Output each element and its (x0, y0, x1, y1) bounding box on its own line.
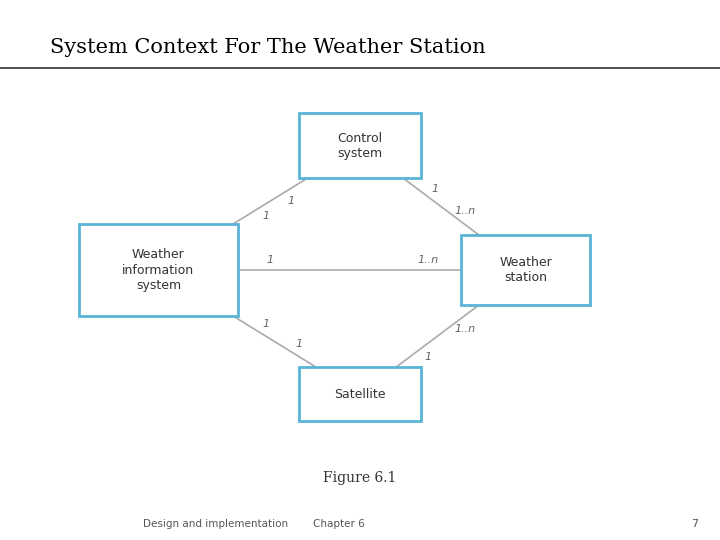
Text: 1..n: 1..n (454, 324, 476, 334)
Text: 1..n: 1..n (454, 206, 476, 216)
Text: System Context For The Weather Station: System Context For The Weather Station (50, 38, 486, 57)
FancyBboxPatch shape (79, 224, 238, 316)
Text: 1: 1 (425, 352, 431, 362)
Text: 7: 7 (691, 519, 698, 529)
Text: Figure 6.1: Figure 6.1 (323, 471, 397, 485)
Text: 1: 1 (266, 255, 274, 265)
Text: 1: 1 (296, 339, 303, 349)
Text: Design and implementation: Design and implementation (143, 519, 289, 529)
Text: Weather
station: Weather station (499, 256, 552, 284)
Text: Control
system: Control system (338, 132, 382, 160)
Text: 1: 1 (263, 211, 270, 221)
Text: 1..n: 1..n (418, 255, 439, 265)
FancyBboxPatch shape (299, 367, 421, 421)
Text: Chapter 6: Chapter 6 (312, 519, 364, 529)
Text: 1: 1 (287, 196, 294, 206)
Text: Weather
information
system: Weather information system (122, 248, 194, 292)
Text: 1: 1 (432, 184, 438, 193)
FancyBboxPatch shape (461, 235, 590, 305)
Text: 1: 1 (263, 319, 270, 329)
Text: Satellite: Satellite (334, 388, 386, 401)
FancyBboxPatch shape (299, 113, 421, 178)
